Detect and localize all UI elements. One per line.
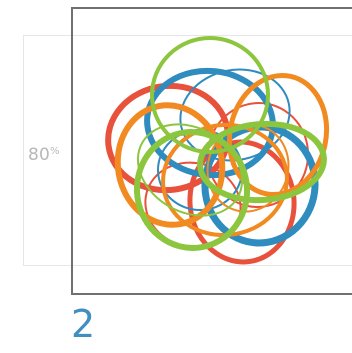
- ring-red-3: [187, 139, 297, 265]
- page-bounds-frame: [23, 35, 352, 266]
- ring-green-4: [136, 123, 244, 217]
- page-number: 2: [71, 302, 96, 346]
- zoom-unit: %: [50, 146, 60, 157]
- ring-blue-2: [179, 68, 291, 162]
- ring-green-2: [133, 129, 251, 251]
- zoom-level-label: 80%: [28, 145, 60, 165]
- ring-orange-1: [114, 102, 226, 228]
- ring-green-3: [197, 120, 327, 204]
- ring-green-1: [150, 36, 270, 154]
- zoom-value: 80: [28, 145, 51, 165]
- crop-frame[interactable]: [71, 7, 352, 295]
